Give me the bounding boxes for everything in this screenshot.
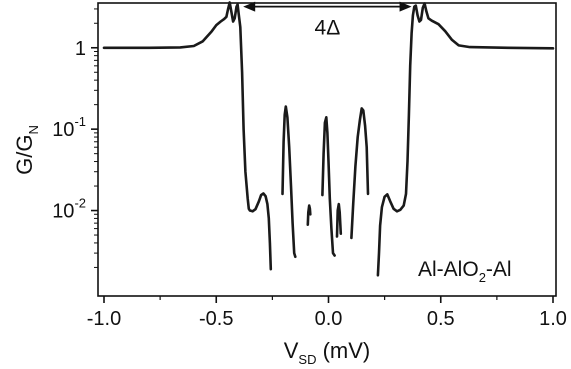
sample-label-part: Al-AlO [418,258,479,281]
sample-label-part: -Al [486,258,512,281]
series-line-segment-0 [102,1,273,271]
y-tick-exponent: -1 [74,114,86,129]
series-line-segment-2 [306,204,312,226]
x-axis-label-main: V [284,338,299,363]
gap-arrow-head-right [399,1,412,12]
sample-label: Al-AlO2-Al [418,258,512,285]
data-series [102,1,555,277]
y-tick-label: 1 [75,38,86,60]
y-tick-exponent: -2 [74,196,86,211]
plot-area: -1.0 -0.5 0.0 0.5 1.0110-110-24ΔAl-AlO2-AlVS… [12,1,567,367]
y-tick-base: 10 [52,201,74,223]
gap-arrow-head-left [243,1,256,12]
x-tick-label: 0.0 [315,308,343,330]
y-axis-label: G/GN [12,125,41,175]
x-axis-label-unit: (mV) [316,338,370,363]
x-axis-label-sub: SD [298,352,316,367]
x-tick-label: -1.0 [87,308,121,330]
gap-label: 4Δ [315,17,341,40]
x-axis-label: VSD (mV) [284,338,371,367]
plot-frame [97,2,557,297]
series-line-segment-6 [376,2,555,277]
x-tick-label: 0.5 [427,308,455,330]
y-tick-label: 10-2 [52,196,86,223]
series-line-segment-4 [335,202,343,238]
y-tick-base: 1 [75,38,86,60]
series-line-segment-5 [350,107,370,240]
y-tick-label: 10-1 [52,114,86,141]
series-line-segment-1 [281,105,297,259]
x-tick-label: 1.0 [539,308,567,330]
y-axis-label-sub: N [26,125,41,134]
y-tick-base: 10 [52,119,74,141]
sample-label-subscript: 2 [479,270,486,285]
series-line-segment-3 [321,116,336,257]
y-axis-label-main: G/G [12,135,37,175]
x-tick-label: -0.5 [199,308,233,330]
